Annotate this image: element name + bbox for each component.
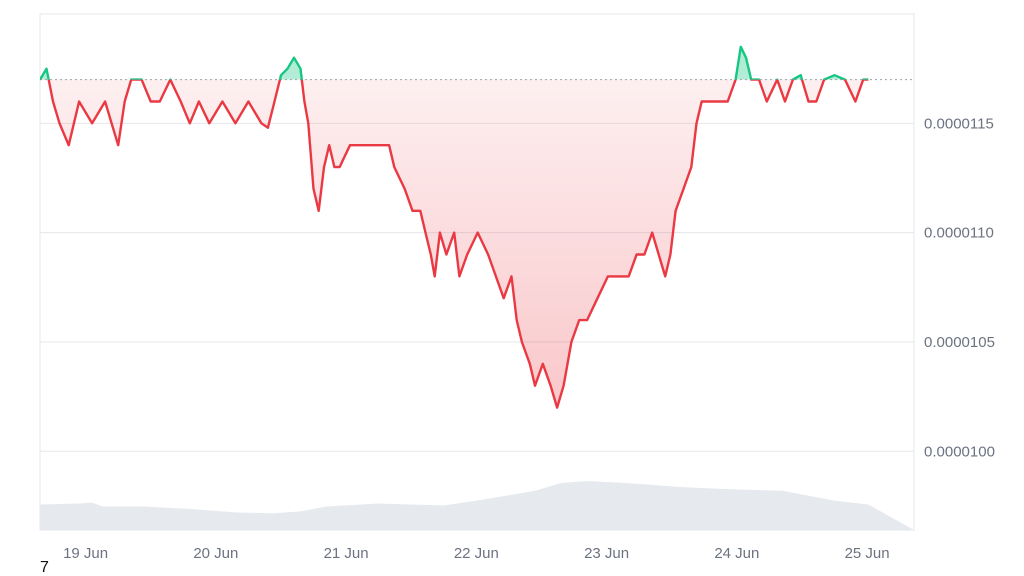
x-tick-label: 23 Jun xyxy=(584,545,629,562)
x-axis-ticks: 19 Jun 20 Jun 21 Jun 22 Jun 23 Jun 24 Jun 25 J… xyxy=(63,545,890,562)
x-tick-label: 21 Jun xyxy=(324,545,369,562)
price-line xyxy=(40,45,869,409)
x-tick-label: 19 Jun xyxy=(63,545,108,562)
series-line-below xyxy=(40,79,869,409)
x-tick-label: 24 Jun xyxy=(714,545,759,562)
y-tick-label: 0.0000115 xyxy=(924,115,994,132)
x-tick-label: 22 Jun xyxy=(454,545,499,562)
price-area xyxy=(40,46,869,408)
y-tick-label: 0.0000105 xyxy=(924,334,995,351)
x-tick-label: 25 Jun xyxy=(845,545,890,562)
area-below-baseline xyxy=(40,79,869,408)
y-tick-label: 0.0000100 xyxy=(924,443,995,460)
y-axis-ticks: 0.0000115 0.0000110 0.0000105 0.0000100 xyxy=(924,115,995,460)
x-tick-label: 20 Jun xyxy=(193,545,238,562)
volume-area xyxy=(40,481,914,530)
stray-label: 7 xyxy=(40,559,49,576)
y-tick-label: 0.0000110 xyxy=(924,225,994,242)
